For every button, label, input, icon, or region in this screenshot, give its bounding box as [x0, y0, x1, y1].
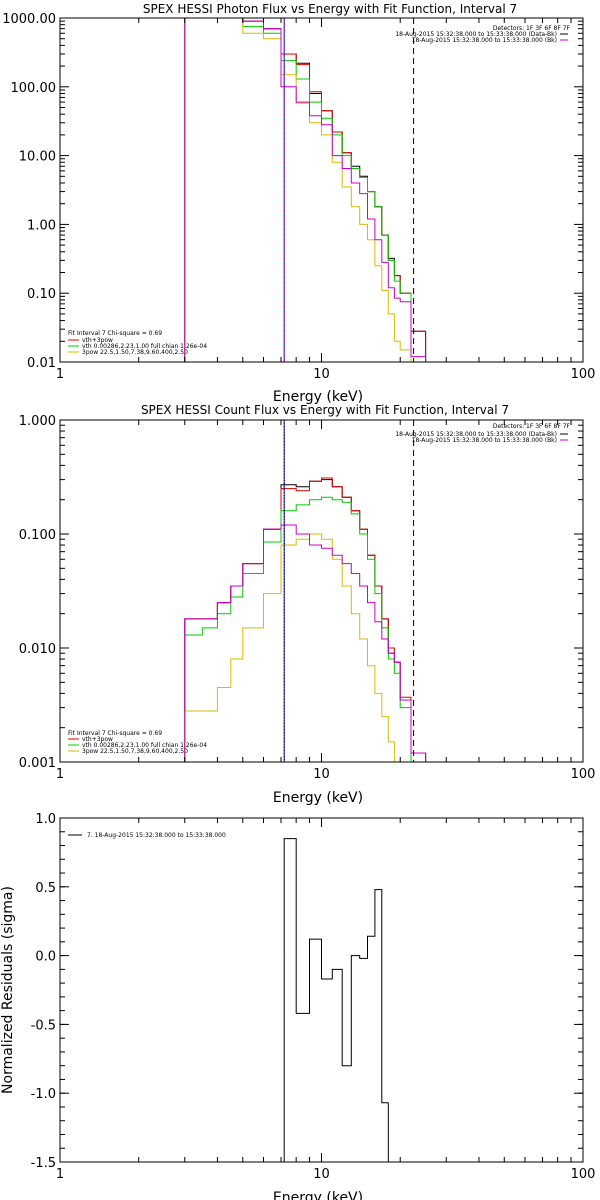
x-tick-label: 100: [571, 1167, 596, 1182]
legend-item: 7. 18-Aug-2015 15:32:38.000 to 15:33:38.…: [87, 832, 226, 839]
x-tick-label: 100: [571, 367, 596, 382]
series-vth-line: [184, 18, 426, 362]
y-tick-label: 100.00: [11, 81, 57, 96]
y-tick-label: -0.5: [31, 1018, 56, 1033]
interval-line-2: 18-Aug-2015 15:32:38.000 to 15:33:38.000…: [412, 437, 557, 444]
plot-area: [184, 420, 439, 762]
detectors-label: Detectors: 1F 3F 6F 8F 7F: [493, 423, 571, 430]
series-7-18-aug-2015-15-32-38-000-to-15-33-38-000-line: [283, 838, 414, 1162]
y-tick-label: 0.5: [35, 881, 56, 896]
y-tick-label: 1.00: [27, 218, 56, 233]
fit-legend-title: Fit Interval 7 Chi-square = 0.69: [68, 730, 162, 737]
series-vth-3pow-line: [184, 477, 439, 762]
x-tick-label: 1: [56, 367, 64, 382]
fit-legend-item-1: vth+3pow: [82, 736, 113, 743]
y-tick-label: 0.010: [19, 642, 56, 657]
plot-frame: [59, 17, 584, 363]
plot-area: [283, 838, 414, 1162]
y-tick-label: 0.10: [27, 287, 56, 302]
fit-legend-item-3: 3pow 22.5,1.50,7.38,9.60,400,2.50: [82, 748, 188, 755]
x-tick-label: 10: [313, 767, 330, 782]
x-axis-label: Energy (keV): [273, 389, 363, 405]
y-tick-label: 1.0: [35, 812, 56, 827]
y-tick-label: 10.00: [19, 150, 56, 165]
fit-legend-item-2: vth 0.00286,2.23,1.00 full chian 1.26e-0…: [82, 742, 207, 749]
residuals-panel: Energy (keV) Normalized Residuals (sigma…: [0, 812, 595, 1200]
interval-line-2: 18-Aug-2015 15:32:38.000 to 15:33:38.000…: [412, 37, 557, 44]
series-bk-line: [184, 524, 439, 762]
photon-flux-panel: SPEX HESSI Photon Flux vs Energy with Fi…: [2, 2, 596, 405]
interval-line-1: 18-Aug-2015 15:32:38.000 to 15:33:38.000…: [395, 431, 557, 438]
fit-legend-item-2: vth 0.00286,2.23,1.00 full chian 1.26e-0…: [82, 343, 207, 350]
y-tick-label: -1.0: [31, 1087, 56, 1102]
y-tick-label: 0.01: [27, 356, 56, 371]
detectors-label: Detectors: 1F 3F 6F 8F 7F: [493, 25, 571, 32]
plot-area: [184, 18, 427, 362]
count-flux-panel: SPEX HESSI Count Flux vs Energy with Fit…: [19, 403, 596, 806]
panel-title: SPEX HESSI Count Flux vs Energy with Fit…: [141, 403, 509, 417]
y-tick-label: 1000.00: [2, 12, 56, 27]
y-axis-label: Normalized Residuals (sigma): [0, 886, 16, 1094]
x-tick-label: 10: [313, 367, 330, 382]
interval-line-1: 18-Aug-2015 15:32:38.000 to 15:33:38.000…: [395, 31, 557, 38]
series-vth-3pow-line: [184, 18, 427, 362]
x-tick-label: 1: [56, 767, 64, 782]
x-axis-label: Energy (keV): [273, 1190, 363, 1200]
series-vth-line: [184, 496, 439, 762]
y-tick-label: 0.001: [19, 756, 56, 771]
y-tick-label: 0.100: [19, 528, 56, 543]
fit-legend-item-1: vth+3pow: [82, 337, 113, 344]
panel-title: SPEX HESSI Photon Flux vs Energy with Fi…: [143, 2, 517, 16]
series-3pow-line: [184, 533, 439, 762]
x-tick-label: 1: [56, 1167, 64, 1182]
series-bk-line: [184, 18, 427, 362]
series-data-line: [184, 18, 427, 362]
plot-frame: [59, 419, 584, 763]
x-tick-label: 10: [313, 1167, 330, 1182]
y-tick-label: 0.0: [35, 950, 56, 965]
series-data-line: [184, 479, 439, 762]
y-tick-label: -1.5: [31, 1156, 56, 1171]
series-3pow-line: [184, 18, 427, 362]
y-tick-label: 1.000: [19, 414, 56, 429]
fit-legend-item-3: 3pow 22.5,1.50,7.38,9.60,400,2.50: [82, 349, 188, 356]
plot-frame: [59, 817, 584, 1163]
x-axis-label: Energy (keV): [273, 790, 363, 806]
fit-legend-title: Fit Interval 7 Chi-square = 0.69: [68, 330, 162, 337]
x-tick-label: 100: [571, 767, 596, 782]
